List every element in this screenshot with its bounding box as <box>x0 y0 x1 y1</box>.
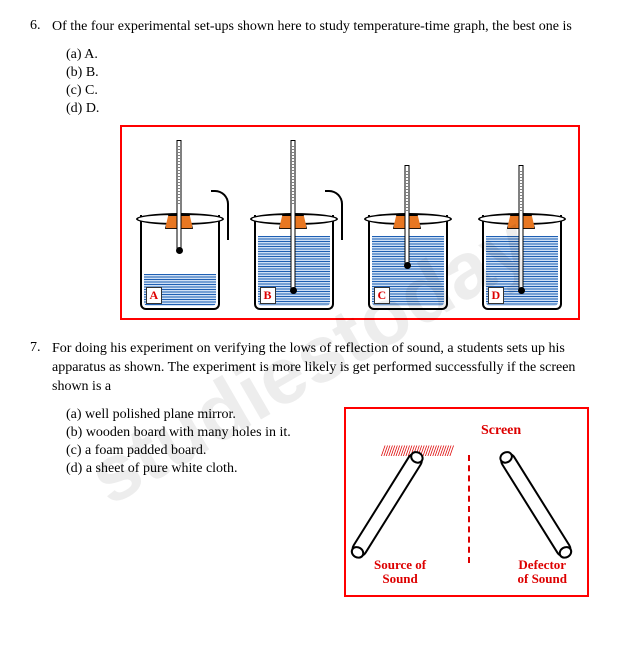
beaker-setup-b: B <box>246 130 341 310</box>
q6-number: 6. <box>30 18 52 34</box>
setup-label: A <box>146 287 163 304</box>
thermometer <box>519 165 524 290</box>
thermometer <box>405 165 410 265</box>
q6-option-b: (b) B. <box>66 65 589 81</box>
thermometer-scale <box>407 171 408 211</box>
screen-label: Screen <box>481 423 521 439</box>
question-6: 6. Of the four experimental set-ups show… <box>30 18 589 320</box>
q6-option-a: (a) A. <box>66 47 589 63</box>
setup-label: B <box>260 287 276 304</box>
q6-text: Of the four experimental set-ups shown h… <box>52 18 589 37</box>
question-7: 7. For doing his experiment on verifying… <box>30 340 589 597</box>
source-tube <box>349 449 426 559</box>
q6-option-c: (c) C. <box>66 83 589 99</box>
thermometer <box>291 140 296 290</box>
thermometer-scale <box>521 171 522 211</box>
q7-option-a: (a) well polished plane mirror. <box>66 407 332 423</box>
delivery-tube <box>211 190 229 240</box>
q6-figure: A B C D <box>120 125 580 320</box>
beaker-setup-a: A <box>132 130 227 310</box>
delivery-tube <box>325 190 343 240</box>
setup-label: C <box>374 287 391 304</box>
normal-line <box>468 455 470 563</box>
q6-options: (a) A. (b) B. (c) C. (d) D. <box>66 47 589 117</box>
q7-text: For doing his experiment on verifying th… <box>52 340 589 397</box>
q7-option-b: (b) wooden board with many holes in it. <box>66 425 332 441</box>
detector-label: Defectorof Sound <box>518 558 568 587</box>
setup-label: D <box>488 287 505 304</box>
beaker-setup-d: D <box>474 130 569 310</box>
q6-option-d: (d) D. <box>66 101 589 117</box>
q7-figure: Screen ///////////////////////////// Sou… <box>344 407 589 597</box>
source-label: Source ofSound <box>374 558 426 587</box>
detector-tube <box>497 449 574 559</box>
q7-number: 7. <box>30 340 52 356</box>
thermometer-scale <box>293 146 294 206</box>
thermometer <box>177 140 182 250</box>
thermometer-scale <box>179 146 180 206</box>
q7-option-d: (d) a sheet of pure white cloth. <box>66 461 332 477</box>
q7-options: (a) well polished plane mirror. (b) wood… <box>66 407 332 597</box>
beaker-setup-c: C <box>360 130 455 310</box>
q7-option-c: (c) a foam padded board. <box>66 443 332 459</box>
